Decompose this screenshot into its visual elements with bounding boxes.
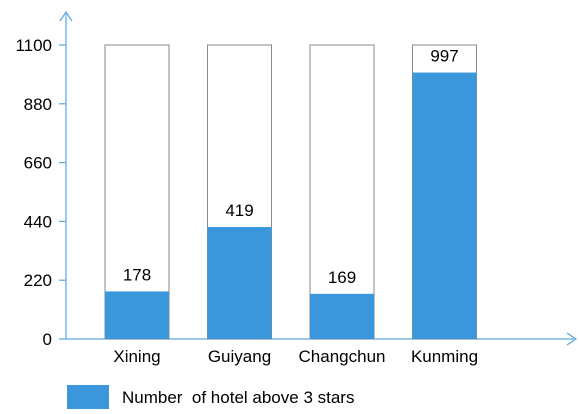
bar [310, 293, 374, 339]
legend-swatch [67, 385, 109, 409]
x-tick-label: Xining [113, 347, 160, 366]
bar-outline [104, 44, 170, 340]
data-label: 419 [225, 201, 253, 220]
x-tick-label: Kunming [411, 347, 478, 366]
legend-label: Number of hotel above 3 stars [122, 388, 354, 407]
y-tick-label: 1100 [15, 36, 52, 55]
y-tick-label: 440 [24, 212, 52, 231]
data-label: 997 [430, 47, 458, 66]
bar [207, 227, 272, 339]
y-tick-label: 660 [24, 154, 52, 173]
y-tick-label: 880 [24, 95, 52, 114]
y-tick-label: 220 [24, 271, 52, 290]
data-label: 178 [123, 265, 151, 284]
x-tick-label: Changchun [299, 347, 386, 366]
x-tick-label: Guiyang [208, 347, 271, 366]
bar [412, 72, 477, 340]
data-label: 169 [328, 268, 356, 287]
bar [105, 291, 169, 339]
x-axis-arrow-icon [566, 332, 578, 346]
axes: 0 220 440 660 880 1100 [15, 10, 578, 349]
labels: 178 Xining 419 Guiyang 169 Changchun 997 Kunmin… [113, 47, 478, 366]
legend: Number of hotel above 3 stars [67, 385, 354, 409]
y-tick-label: 0 [43, 330, 52, 349]
bars [104, 44, 477, 340]
y-axis-arrow-icon [59, 10, 73, 22]
